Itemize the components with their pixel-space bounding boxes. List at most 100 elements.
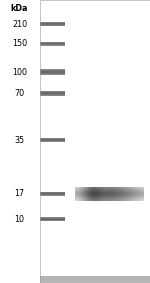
Bar	[40, 278, 150, 282]
Bar	[105, 199, 106, 200]
Bar	[97, 191, 98, 192]
Bar	[114, 198, 115, 199]
Bar	[82, 193, 83, 194]
Bar	[104, 195, 105, 196]
Bar	[136, 188, 137, 189]
Bar	[90, 193, 91, 194]
Bar	[137, 196, 138, 198]
Bar	[140, 199, 141, 200]
Bar	[127, 189, 128, 190]
Bar	[128, 189, 129, 190]
Bar	[141, 190, 142, 191]
Bar	[89, 194, 90, 195]
Bar	[123, 196, 124, 198]
Bar	[85, 192, 86, 193]
Bar	[76, 195, 77, 196]
Bar	[130, 192, 131, 193]
Bar	[40, 278, 150, 281]
Bar	[133, 191, 134, 192]
Bar	[79, 196, 80, 198]
Bar	[117, 190, 118, 191]
Bar	[135, 187, 136, 188]
Bar	[132, 190, 133, 191]
Bar	[40, 277, 150, 281]
Bar	[40, 277, 150, 280]
Bar	[113, 195, 114, 196]
Bar	[82, 199, 83, 200]
Bar	[76, 196, 77, 198]
Bar	[80, 200, 81, 201]
Bar	[88, 189, 89, 190]
Bar	[40, 44, 65, 45]
Bar	[113, 192, 114, 193]
Bar	[76, 200, 77, 201]
Bar	[40, 277, 150, 280]
Bar	[139, 195, 140, 196]
Bar	[76, 188, 77, 189]
Bar	[82, 200, 83, 201]
Bar	[90, 198, 91, 199]
Bar	[119, 194, 120, 195]
Bar	[104, 190, 105, 191]
Bar	[108, 188, 109, 189]
Bar	[134, 199, 135, 200]
Bar	[105, 194, 106, 195]
Bar	[108, 196, 109, 198]
Bar	[99, 191, 100, 192]
Bar	[88, 193, 89, 194]
Bar	[142, 199, 143, 200]
Bar	[115, 191, 116, 192]
Bar	[143, 194, 144, 195]
Bar	[40, 278, 150, 282]
Bar	[137, 190, 138, 191]
Bar	[122, 190, 123, 191]
Bar	[108, 192, 109, 193]
Bar	[108, 195, 109, 196]
Bar	[84, 188, 85, 189]
Bar	[93, 191, 94, 192]
Bar	[106, 199, 107, 200]
Bar	[118, 192, 119, 193]
Bar	[120, 199, 121, 200]
Bar	[140, 196, 141, 198]
Bar	[127, 193, 128, 194]
Bar	[104, 192, 105, 193]
Bar	[98, 189, 99, 190]
Bar	[79, 199, 80, 200]
Bar	[40, 23, 65, 24]
Bar	[115, 196, 116, 198]
Bar	[94, 190, 95, 191]
Bar	[128, 193, 129, 194]
Bar	[40, 276, 150, 280]
Bar	[40, 279, 150, 282]
Bar	[82, 195, 83, 196]
Bar	[92, 196, 93, 198]
Bar	[131, 187, 132, 188]
Bar	[90, 192, 91, 193]
Bar	[121, 193, 122, 194]
Bar	[115, 200, 116, 201]
Bar	[87, 191, 88, 192]
Bar	[141, 193, 142, 194]
Bar	[103, 193, 104, 194]
Bar	[125, 190, 126, 191]
Bar	[134, 188, 135, 189]
Bar	[80, 187, 81, 188]
Bar	[101, 190, 102, 191]
Bar	[104, 187, 105, 188]
Bar	[84, 190, 85, 191]
Bar	[40, 92, 65, 93]
Bar	[117, 192, 118, 193]
Bar	[120, 187, 121, 188]
Bar	[87, 187, 88, 188]
Bar	[114, 199, 115, 200]
Bar	[86, 191, 87, 192]
Bar	[112, 198, 113, 199]
Bar	[119, 189, 120, 190]
Bar	[106, 187, 107, 188]
Bar	[97, 187, 98, 188]
Bar	[40, 45, 65, 46]
Bar	[117, 187, 118, 188]
Bar	[113, 188, 114, 189]
Bar	[81, 198, 82, 199]
